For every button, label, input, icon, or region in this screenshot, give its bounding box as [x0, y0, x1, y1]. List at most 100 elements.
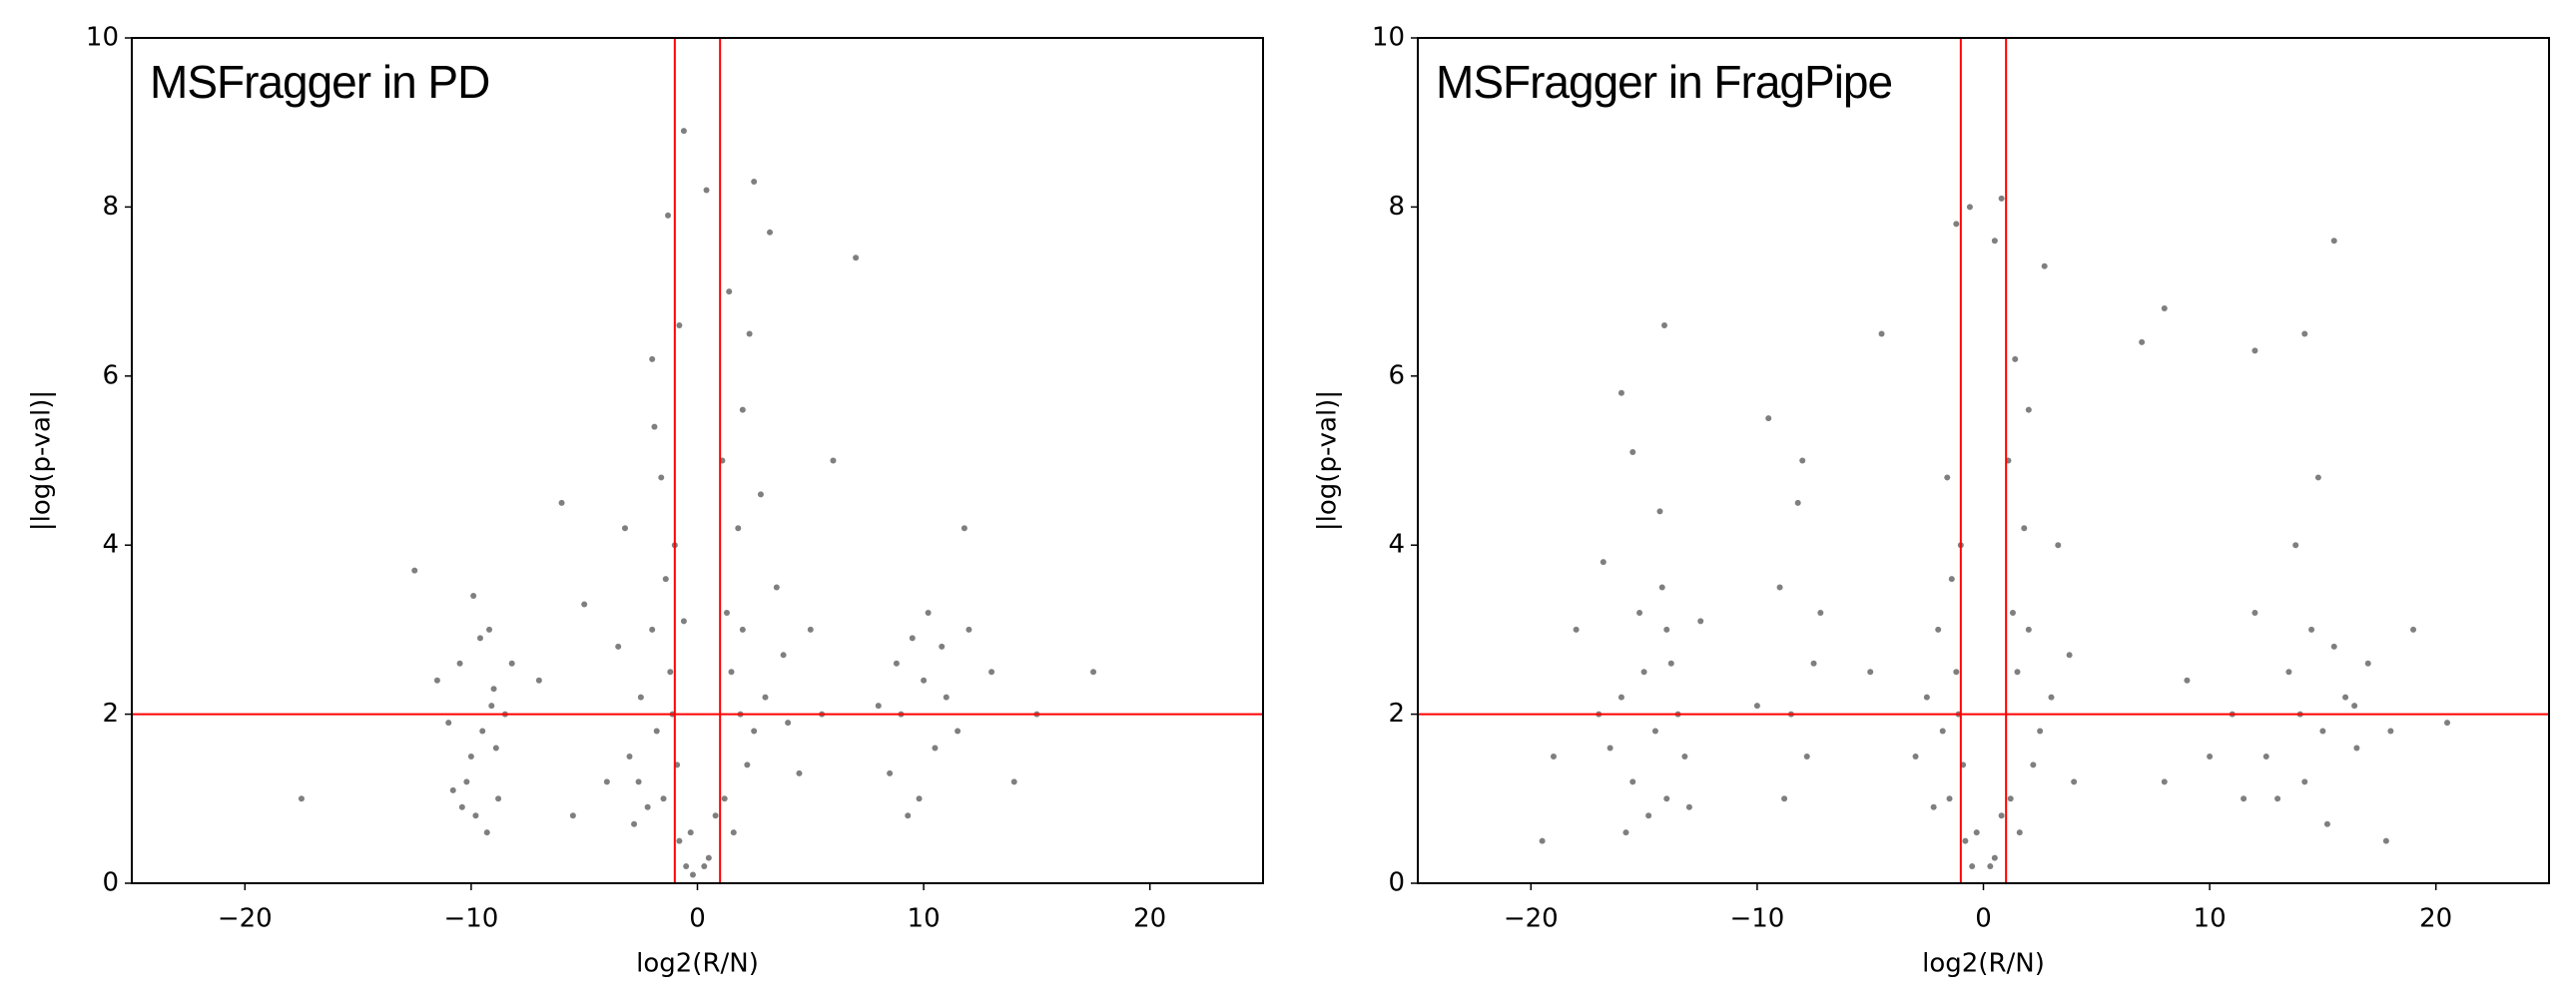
point [665, 212, 672, 219]
x-axis-label: log2(R/N) [636, 949, 759, 979]
point [649, 626, 656, 633]
point [2330, 643, 2337, 650]
point [2066, 652, 2073, 659]
chart-title: MSFragger in FragPipe [1436, 56, 1892, 108]
point [689, 871, 696, 878]
y-tick-label: 10 [1372, 23, 1405, 53]
point [1656, 508, 1663, 515]
point [1991, 238, 1998, 245]
point [631, 820, 638, 827]
point [2030, 761, 2037, 768]
point [644, 803, 651, 810]
point [921, 677, 928, 684]
point [2262, 753, 2269, 759]
point [2007, 795, 2014, 802]
point [2364, 660, 2371, 667]
x-axis-label: log2(R/N) [1922, 949, 2045, 979]
point [581, 601, 588, 608]
point [680, 618, 687, 625]
point [569, 812, 576, 819]
point [635, 778, 642, 785]
point [495, 795, 502, 802]
point [744, 761, 751, 768]
point [925, 609, 932, 616]
point [603, 778, 610, 785]
point [1573, 626, 1580, 633]
point [1944, 474, 1951, 481]
point [1090, 669, 1097, 676]
point [932, 745, 939, 752]
point [2048, 694, 2055, 701]
point [621, 525, 628, 532]
plot-area [132, 38, 1263, 883]
point [887, 769, 894, 776]
point [2139, 338, 2146, 345]
point [1697, 618, 1704, 625]
x-tick-label: 0 [689, 904, 706, 934]
point [411, 567, 418, 574]
point [1622, 829, 1629, 836]
point [905, 812, 912, 819]
point [757, 491, 764, 498]
x-tick-label: −20 [1504, 904, 1559, 934]
point [1663, 626, 1670, 633]
point [1685, 803, 1692, 810]
point [458, 803, 465, 810]
point [1998, 195, 2005, 202]
point [470, 593, 477, 600]
point [476, 635, 483, 642]
point [433, 677, 440, 684]
y-tick-label: 2 [1388, 699, 1405, 729]
point [637, 694, 644, 701]
point [1645, 812, 1652, 819]
y-tick-label: 2 [102, 699, 119, 729]
point [615, 643, 622, 650]
point [703, 187, 710, 194]
point [626, 753, 633, 759]
point [2410, 626, 2417, 633]
point [2387, 728, 2394, 735]
point [807, 626, 814, 633]
point [490, 686, 497, 693]
point [472, 812, 479, 819]
point [2444, 720, 2451, 727]
x-tick-label: 10 [2194, 904, 2227, 934]
point [916, 795, 923, 802]
point [1962, 837, 1969, 844]
point [658, 474, 665, 481]
point [2252, 347, 2258, 354]
point [660, 795, 667, 802]
point [1640, 669, 1647, 676]
y-tick-label: 0 [102, 868, 119, 898]
x-tick-label: −10 [443, 904, 498, 934]
point [483, 829, 490, 836]
point [785, 720, 792, 727]
point [2184, 677, 2191, 684]
point [1776, 584, 1783, 591]
point [492, 745, 499, 752]
point [2037, 728, 2044, 735]
point [662, 576, 669, 583]
plot-area [1418, 38, 2549, 883]
point [746, 330, 753, 337]
point [1998, 812, 2005, 819]
point [721, 795, 728, 802]
point [1953, 669, 1960, 676]
point [680, 128, 687, 135]
point [1935, 626, 1942, 633]
point [853, 254, 860, 261]
point [893, 660, 900, 667]
point [909, 635, 916, 642]
point [955, 728, 962, 735]
point [1794, 499, 1801, 506]
point [2323, 820, 2330, 827]
point [1663, 795, 1670, 802]
point [2382, 837, 2389, 844]
point [1969, 863, 1976, 870]
point [2319, 728, 2326, 735]
point [1939, 728, 1946, 735]
y-tick-label: 4 [1388, 530, 1405, 560]
y-tick-label: 8 [1388, 192, 1405, 222]
point [1600, 559, 1607, 566]
point [2016, 829, 2023, 836]
